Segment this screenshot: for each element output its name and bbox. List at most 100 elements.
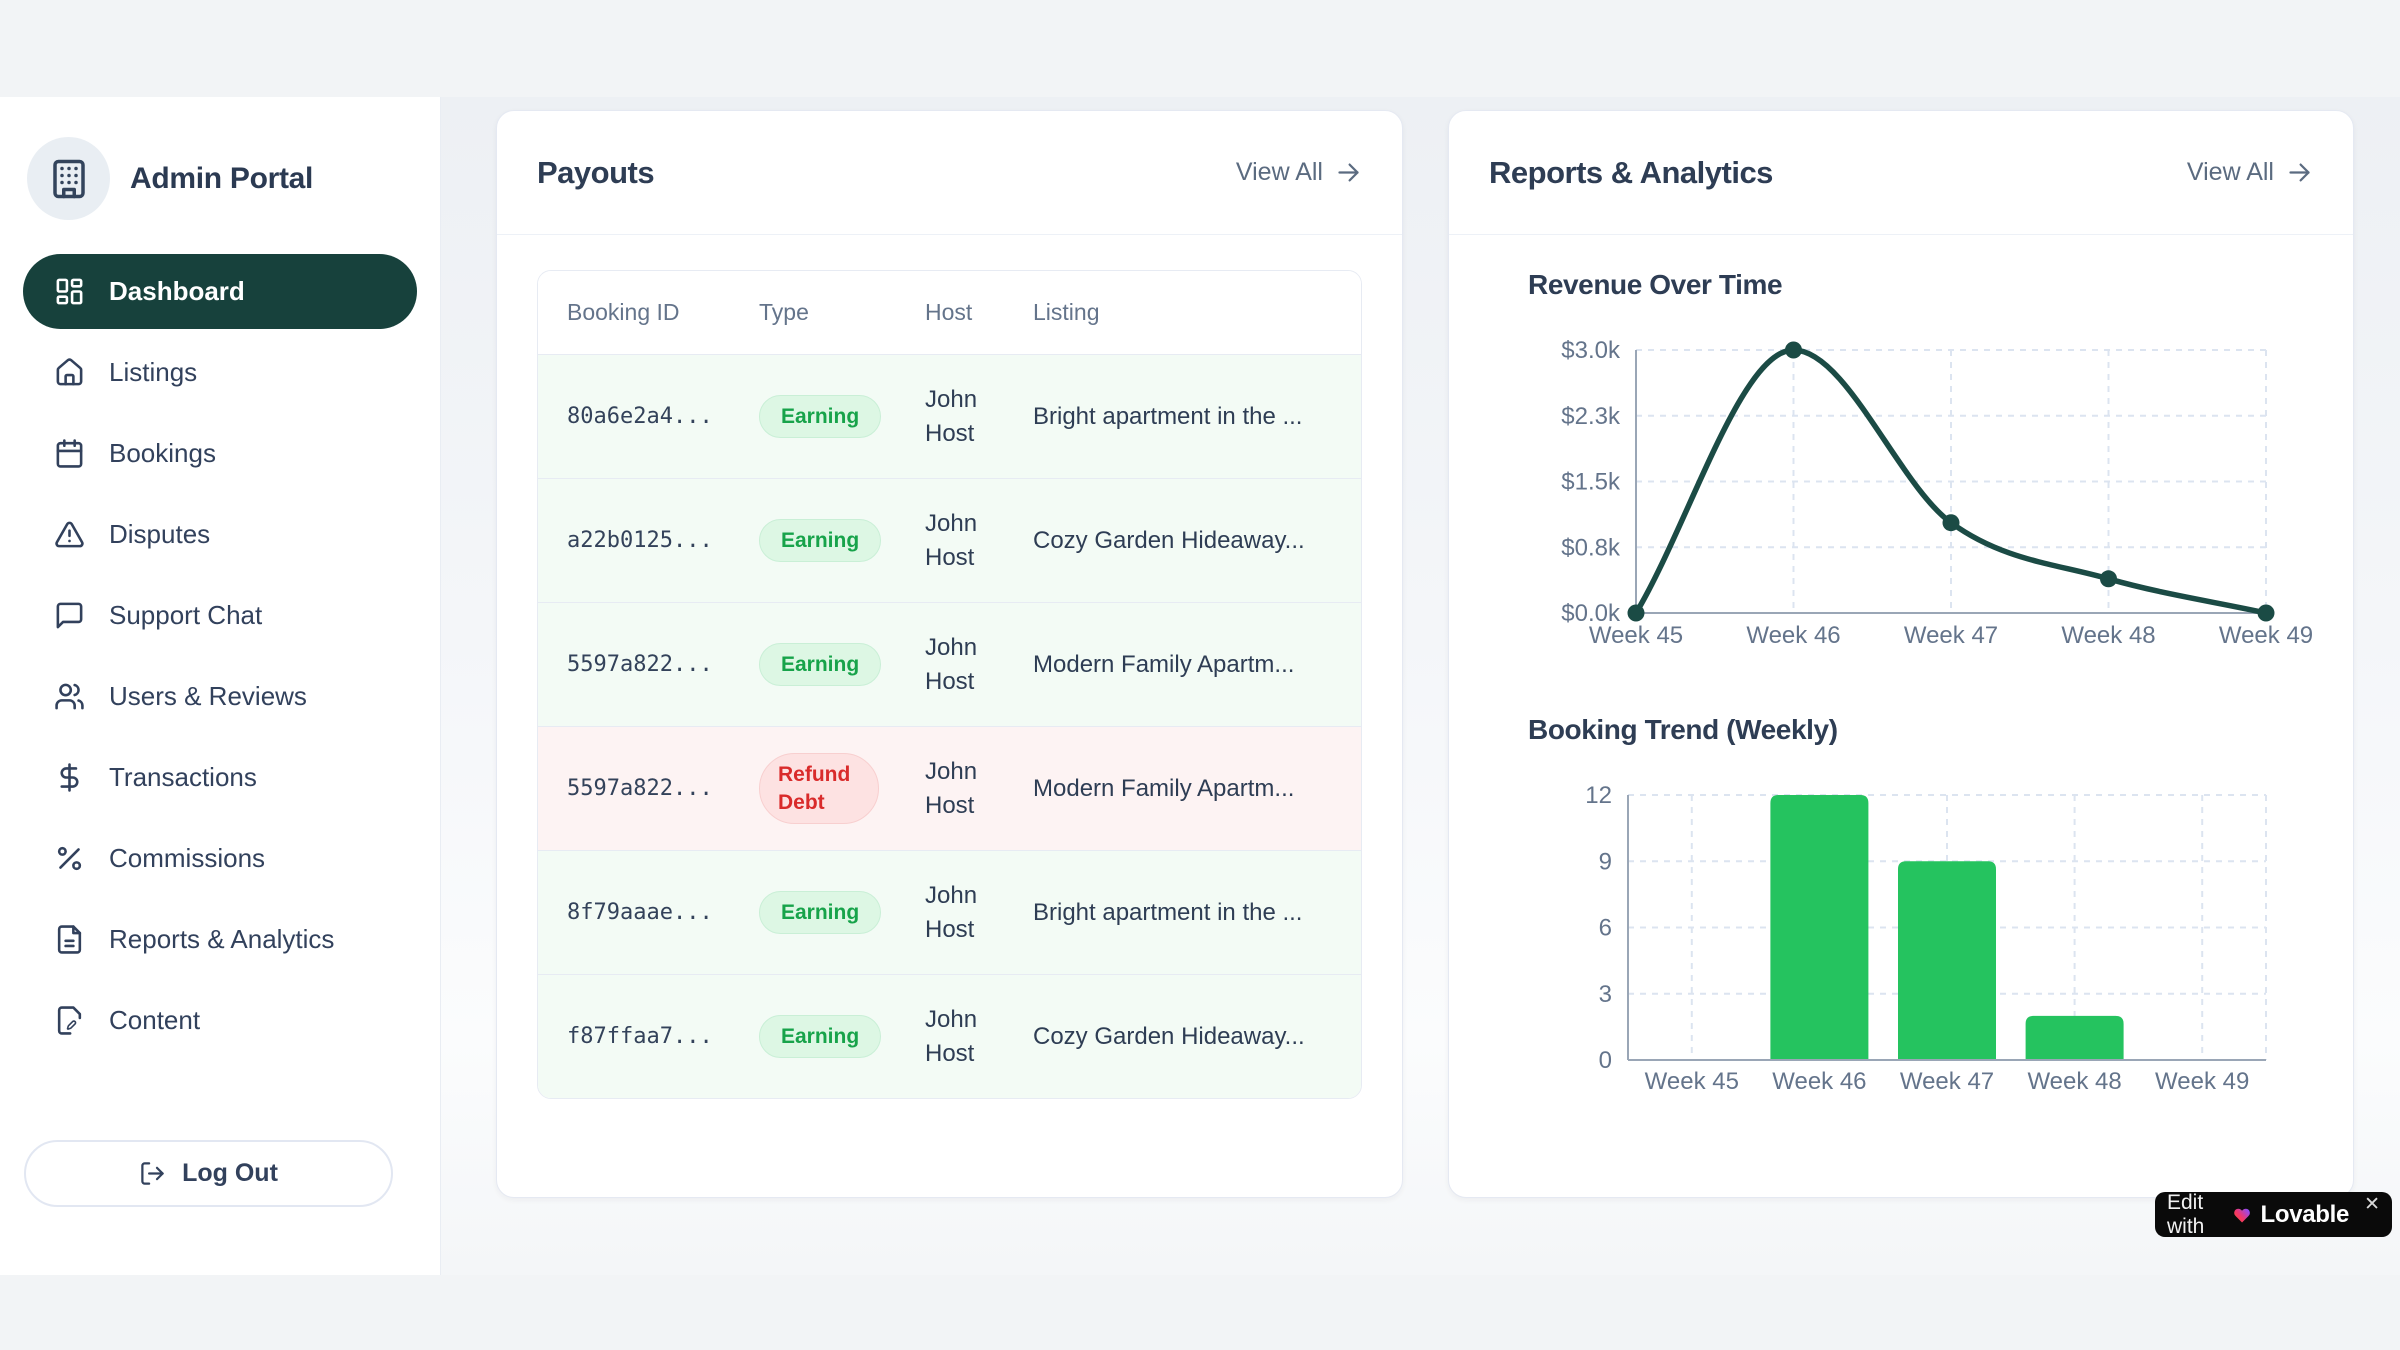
home-icon <box>54 357 85 388</box>
svg-text:6: 6 <box>1599 915 1612 942</box>
booking-id-cell: a22b0125... <box>567 528 713 553</box>
payouts-card-header: Payouts View All <box>497 111 1402 235</box>
host-cell: John Host <box>925 757 978 819</box>
revenue-chart-title: Revenue Over Time <box>1528 269 1783 300</box>
column-header: Host <box>925 299 973 325</box>
reports-title: Reports & Analytics <box>1489 154 1773 190</box>
sidebar-item-listings[interactable]: Listings <box>23 335 417 410</box>
type-badge: Earning <box>759 394 882 439</box>
svg-text:Week 47: Week 47 <box>1904 622 1998 649</box>
sidebar-item-bookings[interactable]: Bookings <box>23 416 417 491</box>
table-row[interactable]: 8f79aaae... Earning John Host Bright apa… <box>538 850 1361 974</box>
table-row[interactable]: 5597a822... Earning John Host Modern Fam… <box>538 602 1361 726</box>
column-header: Listing <box>1033 299 1100 325</box>
table-row[interactable]: a22b0125... Earning John Host Cozy Garde… <box>538 478 1361 602</box>
svg-text:$1.5k: $1.5k <box>1561 469 1621 496</box>
payouts-table: Booking ID Type Host Listing 80a6e2a4... Ea… <box>537 270 1362 1099</box>
booking-chart-title: Booking Trend (Weekly) <box>1528 714 1838 745</box>
payouts-table-body: 80a6e2a4... Earning John Host Bright apa… <box>538 354 1361 1098</box>
host-cell: John Host <box>925 509 978 571</box>
sidebar-item-label: Users & Reviews <box>109 681 307 711</box>
host-cell: John Host <box>925 385 978 447</box>
type-badge: Refund Debt <box>759 753 879 824</box>
svg-text:Week 45: Week 45 <box>1589 622 1683 649</box>
host-cell: John Host <box>925 881 978 943</box>
svg-text:$0.8k: $0.8k <box>1561 534 1621 561</box>
listing-cell: Modern Family Apartm... <box>1033 650 1295 678</box>
lovable-close-button[interactable]: ✕ <box>2364 1194 2380 1215</box>
users-icon <box>54 681 85 712</box>
reports-view-all-link[interactable]: View All <box>2187 158 2313 187</box>
svg-text:Week 46: Week 46 <box>1772 1068 1866 1095</box>
type-cell: Refund Debt <box>759 753 925 824</box>
payouts-table-header: Booking ID Type Host Listing <box>538 271 1361 354</box>
column-header: Type <box>759 299 809 325</box>
view-all-label: View All <box>1235 158 1323 186</box>
sidebar-item-label: Support Chat <box>109 600 263 630</box>
booking-id-cell: 8f79aaae... <box>567 900 713 925</box>
arrow-right-icon <box>1335 159 1362 186</box>
type-badge: Earning <box>759 890 882 935</box>
type-cell: Earning <box>759 642 925 687</box>
payouts-view-all-link[interactable]: View All <box>1236 158 1362 187</box>
sidebar-item-reports-analytics[interactable]: Reports & Analytics <box>23 902 417 977</box>
logout-button[interactable]: Log Out <box>24 1140 393 1207</box>
svg-text:3: 3 <box>1599 981 1612 1008</box>
sidebar-item-commissions[interactable]: Commissions <box>23 821 417 896</box>
file-pen-icon <box>54 1005 85 1036</box>
svg-text:Week 45: Week 45 <box>1645 1068 1739 1095</box>
sidebar-item-label: Content <box>109 1005 201 1035</box>
booking-bar-chart: 0 3 6 9 12 Week 45 Week 46 Week 47 Week 48 Week 4… <box>1585 782 2267 1095</box>
svg-text:Week 47: Week 47 <box>1900 1068 1994 1095</box>
reports-card: Reports & Analytics View All Revenue Ove… <box>1448 110 2354 1198</box>
alert-triangle-icon <box>54 519 85 550</box>
sidebar-item-disputes[interactable]: Disputes <box>23 497 417 572</box>
sidebar-item-label: Bookings <box>109 438 216 468</box>
sidebar-item-label: Commissions <box>109 843 266 873</box>
arrow-right-icon <box>2286 159 2313 186</box>
message-square-icon <box>54 600 85 631</box>
sidebar-nav: Dashboard Listings Bookings Disputes Sup… <box>23 254 417 1058</box>
lovable-badge[interactable]: Edit with Lovable ✕ <box>2155 1190 2392 1238</box>
building-icon <box>48 158 90 200</box>
app-title: Admin Portal <box>130 161 314 195</box>
host-cell: John Host <box>925 1005 978 1067</box>
svg-text:Week 49: Week 49 <box>2219 622 2313 649</box>
sidebar-item-support-chat[interactable]: Support Chat <box>23 578 417 653</box>
sidebar-item-label: Dashboard <box>109 276 245 306</box>
percent-icon <box>54 843 85 874</box>
lovable-prefix-label: Edit with <box>2167 1190 2205 1238</box>
sidebar: Admin Portal Dashboard Listings Bookings… <box>0 97 441 1275</box>
reports-card-header: Reports & Analytics View All <box>1449 111 2353 235</box>
brand: Admin Portal <box>0 97 440 220</box>
payouts-title: Payouts <box>537 154 655 190</box>
revenue-line-chart: $0.0k $0.8k $1.5k $2.3k $3.0k Week 45 Week 46 W… <box>1561 337 2313 649</box>
type-cell: Earning <box>759 890 925 935</box>
sidebar-item-label: Reports & Analytics <box>109 924 335 954</box>
sidebar-item-content[interactable]: Content <box>23 983 417 1058</box>
type-cell: Earning <box>759 394 925 439</box>
view-all-label: View All <box>2186 158 2274 186</box>
type-badge: Earning <box>759 518 882 563</box>
svg-text:Week 48: Week 48 <box>2027 1068 2121 1095</box>
svg-text:Week 48: Week 48 <box>2061 622 2155 649</box>
calendar-icon <box>54 438 85 469</box>
listing-cell: Cozy Garden Hideaway... <box>1033 526 1305 554</box>
svg-text:$2.3k: $2.3k <box>1561 403 1621 430</box>
sidebar-item-transactions[interactable]: Transactions <box>23 740 417 815</box>
type-badge: Earning <box>759 1014 882 1059</box>
sidebar-item-label: Listings <box>109 357 198 387</box>
dashboard-icon <box>54 276 85 307</box>
table-row[interactable]: 80a6e2a4... Earning John Host Bright apa… <box>538 354 1361 478</box>
heart-icon <box>2233 1203 2251 1228</box>
table-row[interactable]: 5597a822... Refund Debt John Host Modern… <box>538 726 1361 850</box>
logout-icon <box>139 1160 166 1187</box>
sidebar-item-users-reviews[interactable]: Users & Reviews <box>23 659 417 734</box>
svg-text:12: 12 <box>1585 782 1612 809</box>
lovable-brand-label: Lovable <box>2260 1200 2350 1228</box>
sidebar-item-dashboard[interactable]: Dashboard <box>23 254 417 329</box>
booking-id-cell: 5597a822... <box>567 652 713 677</box>
type-cell: Earning <box>759 1014 925 1059</box>
table-row[interactable]: f87ffaa7... Earning John Host Cozy Garde… <box>538 974 1361 1098</box>
